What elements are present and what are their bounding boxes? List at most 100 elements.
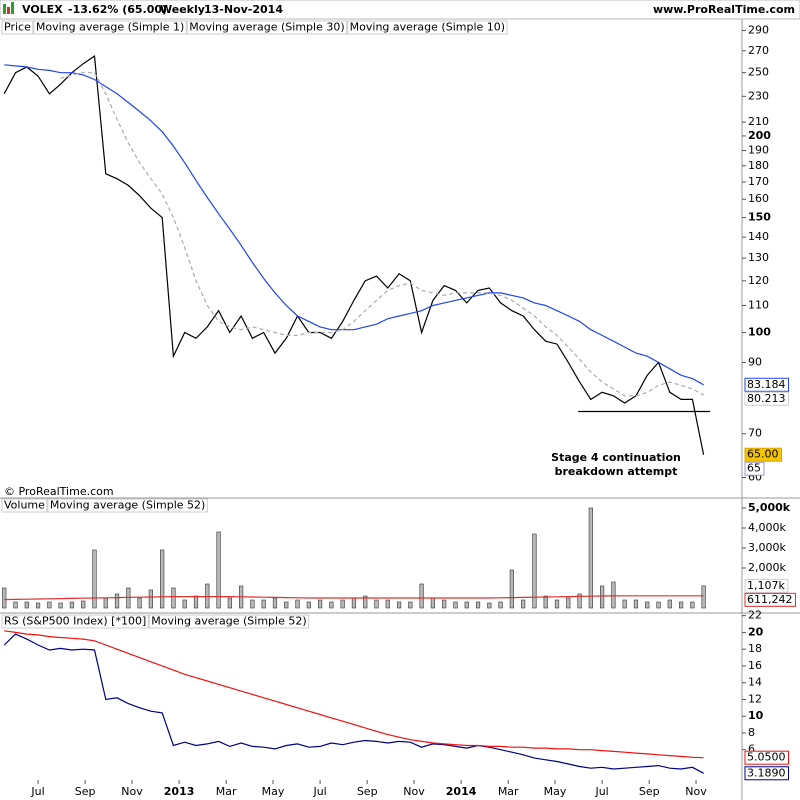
volume-bar bbox=[92, 549, 97, 609]
y-tick-label: 6 bbox=[748, 743, 755, 756]
x-tick-label: 2014 bbox=[446, 785, 477, 798]
site: www.ProRealTime.com bbox=[653, 3, 795, 16]
period: Weekly bbox=[160, 3, 205, 16]
legend-entry-box bbox=[1, 614, 149, 629]
volume-bar bbox=[600, 585, 605, 609]
volume-bar bbox=[611, 581, 616, 609]
volume-bar bbox=[419, 583, 424, 609]
y-tick-label: 8 bbox=[748, 726, 755, 739]
series-line bbox=[4, 64, 704, 386]
volume-bar bbox=[566, 597, 571, 609]
volume-bar bbox=[577, 593, 582, 609]
y-tick-label: 270 bbox=[748, 44, 769, 57]
legend-label: Volume bbox=[4, 499, 45, 512]
volume-bar bbox=[532, 533, 537, 609]
y-tick-label: 20 bbox=[748, 625, 764, 638]
annotation: Stage 4 continuation bbox=[551, 451, 681, 464]
end-label-box bbox=[744, 592, 796, 607]
x-tick-label: Mar bbox=[216, 785, 237, 798]
end-label-box bbox=[744, 750, 789, 765]
volume-bar bbox=[340, 599, 345, 609]
volume-bar bbox=[182, 599, 187, 609]
y-tick-label: 120 bbox=[748, 274, 769, 287]
x-tick-label: May bbox=[544, 785, 567, 798]
y-tick-label: 5,000k bbox=[748, 501, 791, 514]
annotation: breakdown attempt bbox=[555, 465, 678, 478]
x-tick-label: Jul bbox=[594, 785, 608, 798]
end-label-box bbox=[744, 447, 782, 462]
date: 13-Nov-2014 bbox=[204, 3, 283, 16]
copyright: © ProRealTime.com bbox=[4, 485, 114, 498]
legend-entry: RS (S&P500 Index) [*100] bbox=[4, 615, 146, 628]
y-tick-label: 160 bbox=[748, 192, 769, 205]
y-tick-label: 12 bbox=[748, 692, 762, 705]
legend-entry-box bbox=[148, 614, 310, 629]
y-tick-label: 180 bbox=[748, 159, 769, 172]
x-tick-label: May bbox=[262, 785, 285, 798]
y-tick-label: 18 bbox=[748, 642, 762, 655]
y-tick-label: 22 bbox=[748, 609, 762, 622]
volume-bar bbox=[521, 599, 526, 609]
volume-bar bbox=[69, 601, 75, 609]
legend-entry: Moving average (Simple 52) bbox=[151, 615, 306, 628]
end-label: 65 bbox=[747, 462, 761, 475]
volume-bar bbox=[656, 601, 661, 609]
volume-bar bbox=[475, 601, 481, 609]
y-tick-label: 2,000k bbox=[748, 561, 786, 574]
y-tick-label: 130 bbox=[748, 251, 769, 264]
volume-bar bbox=[408, 601, 413, 609]
y-tick-label: 290 bbox=[748, 24, 769, 37]
volume-bar bbox=[385, 599, 390, 609]
volume-bar bbox=[554, 599, 560, 609]
end-label-box bbox=[744, 391, 789, 406]
legend-entry: Moving average (Simple 30) bbox=[189, 21, 344, 34]
x-tick-label: Sep bbox=[75, 785, 96, 798]
volume-bar bbox=[193, 595, 199, 609]
volume-bar bbox=[216, 531, 221, 609]
end-label-box bbox=[744, 578, 789, 593]
legend-entry: Moving average (Simple 10) bbox=[350, 21, 505, 34]
legend-entry-box bbox=[347, 20, 508, 35]
y-tick-label: 14 bbox=[748, 676, 762, 689]
x-tick-label: Sep bbox=[639, 785, 660, 798]
y-tick-label: 100 bbox=[748, 326, 771, 339]
volume-bar bbox=[284, 601, 289, 609]
volume-bar bbox=[81, 600, 86, 609]
y-tick-label: 140 bbox=[748, 230, 769, 243]
y-tick-label: 90 bbox=[748, 355, 762, 368]
y-tick-label: 16 bbox=[748, 659, 762, 672]
x-tick-label: Mar bbox=[498, 785, 519, 798]
end-label: 83.184 bbox=[747, 378, 786, 391]
volume-bar bbox=[272, 597, 278, 609]
volume-bar bbox=[351, 597, 357, 609]
x-tick-label: 2013 bbox=[164, 785, 195, 798]
x-tick-label: Nov bbox=[685, 785, 707, 798]
end-label: 1,107k bbox=[747, 579, 785, 592]
volume-bar bbox=[317, 599, 323, 609]
icon bbox=[11, 2, 14, 14]
x-tick-label: Jul bbox=[312, 785, 326, 798]
y-tick-label: 230 bbox=[748, 89, 769, 102]
ticker: VOLEX bbox=[22, 3, 63, 16]
legend-entry-box bbox=[33, 20, 187, 35]
legend-label-box bbox=[1, 20, 34, 35]
volume-bar bbox=[678, 601, 684, 609]
volume-bar bbox=[261, 599, 266, 609]
volume-bar bbox=[47, 601, 52, 609]
y-tick-label: 190 bbox=[748, 143, 769, 156]
header-bar bbox=[0, 0, 800, 20]
volume-bar bbox=[690, 601, 695, 609]
volume-bar bbox=[103, 597, 108, 609]
volume-bar bbox=[2, 587, 7, 609]
legend-label: Price bbox=[4, 21, 31, 34]
series-line bbox=[4, 595, 704, 601]
end-label-box bbox=[744, 377, 789, 392]
volume-bar bbox=[588, 507, 593, 609]
y-tick-label: 3,000k bbox=[748, 541, 786, 554]
y-tick-label: 170 bbox=[748, 175, 769, 188]
x-tick-label: Nov bbox=[403, 785, 425, 798]
volume-bar bbox=[645, 601, 650, 609]
y-tick-label: 110 bbox=[748, 299, 769, 312]
end-label: 65.00 bbox=[747, 448, 779, 461]
